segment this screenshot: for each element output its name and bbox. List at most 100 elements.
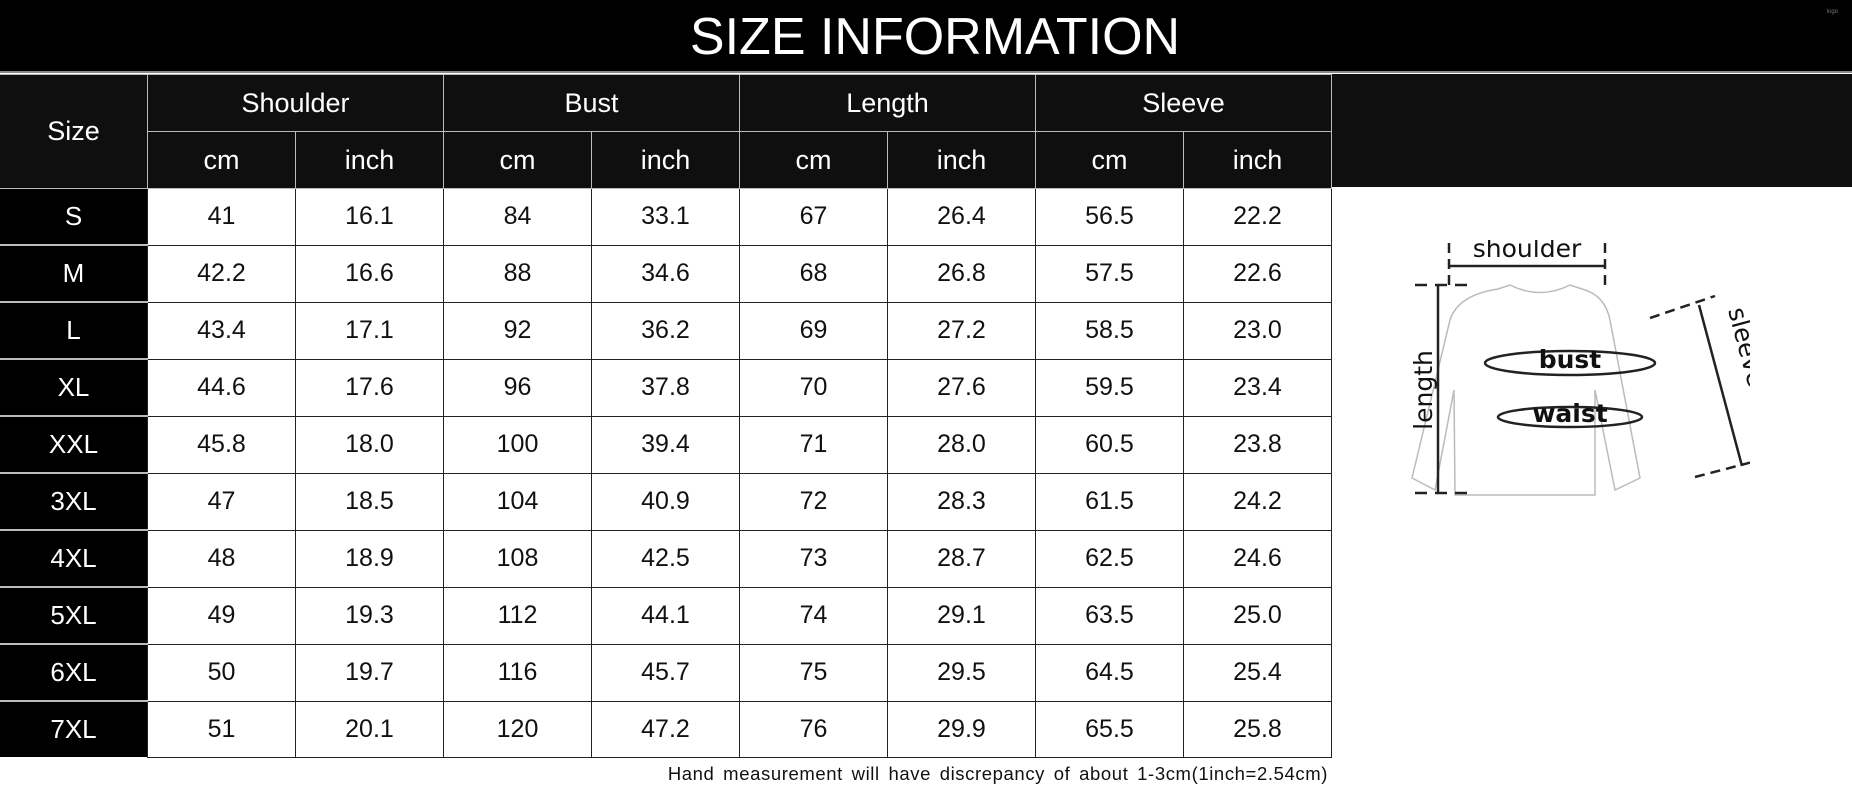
- value-cell: 17.6: [295, 358, 444, 417]
- value-cell: 25.0: [1183, 586, 1332, 645]
- table-body: S 41 16.1 84 33.1 67 26.4 56.5 22.2 M 42.2 16.6 88 34…: [0, 188, 1332, 758]
- value-cell: 50: [147, 643, 296, 702]
- table-row: 5XL 49 19.3 112 44.1 74 29.1 63.5 25.0: [0, 586, 1332, 645]
- value-cell: 27.6: [887, 358, 1036, 417]
- value-cell: 100: [443, 415, 592, 474]
- value-cell: 120: [443, 700, 592, 758]
- group-header-length: Length: [739, 74, 1036, 132]
- value-cell: 71: [739, 415, 888, 474]
- value-cell: 64.5: [1035, 643, 1184, 702]
- table-row: M 42.2 16.6 88 34.6 68 26.8 57.5 22.6: [0, 244, 1332, 303]
- value-cell: 44.1: [591, 586, 740, 645]
- size-cell: L: [0, 302, 148, 360]
- value-cell: 49: [147, 586, 296, 645]
- size-cell: 4XL: [0, 530, 148, 588]
- value-cell: 116: [443, 643, 592, 702]
- size-table: Size Shoulder Bust Length Sleeve cm inch c…: [0, 74, 1332, 758]
- value-cell: 45.7: [591, 643, 740, 702]
- value-cell: 92: [443, 301, 592, 360]
- watermark: logo: [1826, 9, 1838, 15]
- size-header: Size: [0, 74, 148, 189]
- size-cell: XL: [0, 359, 148, 417]
- table-row: 3XL 47 18.5 104 40.9 72 28.3 61.5 24.2: [0, 472, 1332, 531]
- value-cell: 62.5: [1035, 529, 1184, 588]
- value-cell: 23.4: [1183, 358, 1332, 417]
- value-cell: 45.8: [147, 415, 296, 474]
- value-cell: 43.4: [147, 301, 296, 360]
- table-row: XL 44.6 17.6 96 37.8 70 27.6 59.5 23.4: [0, 358, 1332, 417]
- shoulder-measure: [1447, 243, 1607, 290]
- value-cell: 16.6: [295, 244, 444, 303]
- size-cell: 3XL: [0, 473, 148, 531]
- value-cell: 37.8: [591, 358, 740, 417]
- value-cell: 18.5: [295, 472, 444, 531]
- unit-header-cm: cm: [739, 131, 888, 189]
- value-cell: 59.5: [1035, 358, 1184, 417]
- unit-header-inch: inch: [295, 131, 444, 189]
- value-cell: 74: [739, 586, 888, 645]
- value-cell: 73: [739, 529, 888, 588]
- value-cell: 48: [147, 529, 296, 588]
- value-cell: 70: [739, 358, 888, 417]
- value-cell: 67: [739, 188, 888, 246]
- value-cell: 26.8: [887, 244, 1036, 303]
- value-cell: 22.2: [1183, 188, 1332, 246]
- value-cell: 28.0: [887, 415, 1036, 474]
- value-cell: 23.0: [1183, 301, 1332, 360]
- group-header-shoulder: Shoulder: [147, 74, 444, 132]
- size-cell: S: [0, 188, 148, 246]
- waist-ellipse: [1496, 405, 1644, 429]
- value-cell: 18.0: [295, 415, 444, 474]
- value-cell: 42.5: [591, 529, 740, 588]
- table-row: S 41 16.1 84 33.1 67 26.4 56.5 22.2: [0, 188, 1332, 246]
- shoulder-label: shoulder: [1473, 240, 1582, 263]
- garment-diagram: shoulder length bust waist sleeve length: [1410, 240, 1750, 496]
- value-cell: 76: [739, 700, 888, 758]
- unit-header-cm: cm: [1035, 131, 1184, 189]
- value-cell: 40.9: [591, 472, 740, 531]
- table-row: 6XL 50 19.7 116 45.7 75 29.5 64.5 25.4: [0, 643, 1332, 702]
- value-cell: 42.2: [147, 244, 296, 303]
- sleeve-length-label: sleeve length: [1722, 304, 1750, 474]
- value-cell: 63.5: [1035, 586, 1184, 645]
- value-cell: 84: [443, 188, 592, 246]
- shirt-outline-icon: [1411, 284, 1641, 496]
- value-cell: 39.4: [591, 415, 740, 474]
- value-cell: 44.6: [147, 358, 296, 417]
- value-cell: 108: [443, 529, 592, 588]
- size-cell: XXL: [0, 416, 148, 474]
- value-cell: 18.9: [295, 529, 444, 588]
- bust-label: bust: [1539, 345, 1602, 374]
- unit-header-cm: cm: [147, 131, 296, 189]
- unit-header-inch: inch: [887, 131, 1036, 189]
- value-cell: 20.1: [295, 700, 444, 758]
- value-cell: 26.4: [887, 188, 1036, 246]
- table-row: XXL 45.8 18.0 100 39.4 71 28.0 60.5 23.8: [0, 415, 1332, 474]
- value-cell: 29.1: [887, 586, 1036, 645]
- value-cell: 25.8: [1183, 700, 1332, 758]
- value-cell: 36.2: [591, 301, 740, 360]
- value-cell: 33.1: [591, 188, 740, 246]
- table-row: L 43.4 17.1 92 36.2 69 27.2 58.5 23.0: [0, 301, 1332, 360]
- length-measure: [1415, 283, 1470, 495]
- page-title: SIZE INFORMATION: [689, 8, 1181, 66]
- value-cell: 47: [147, 472, 296, 531]
- value-cell: 96: [443, 358, 592, 417]
- value-cell: 88: [443, 244, 592, 303]
- value-cell: 24.2: [1183, 472, 1332, 531]
- unit-header-inch: inch: [1183, 131, 1332, 189]
- value-cell: 29.5: [887, 643, 1036, 702]
- value-cell: 75: [739, 643, 888, 702]
- value-cell: 41: [147, 188, 296, 246]
- value-cell: 22.6: [1183, 244, 1332, 303]
- sleeve-measure: [1649, 294, 1750, 479]
- size-cell: M: [0, 245, 148, 303]
- value-cell: 65.5: [1035, 700, 1184, 758]
- value-cell: 34.6: [591, 244, 740, 303]
- value-cell: 112: [443, 586, 592, 645]
- value-cell: 29.9: [887, 700, 1036, 758]
- value-cell: 69: [739, 301, 888, 360]
- group-header-sleeve: Sleeve: [1035, 74, 1332, 132]
- value-cell: 19.3: [295, 586, 444, 645]
- waist-label: waist: [1532, 399, 1607, 428]
